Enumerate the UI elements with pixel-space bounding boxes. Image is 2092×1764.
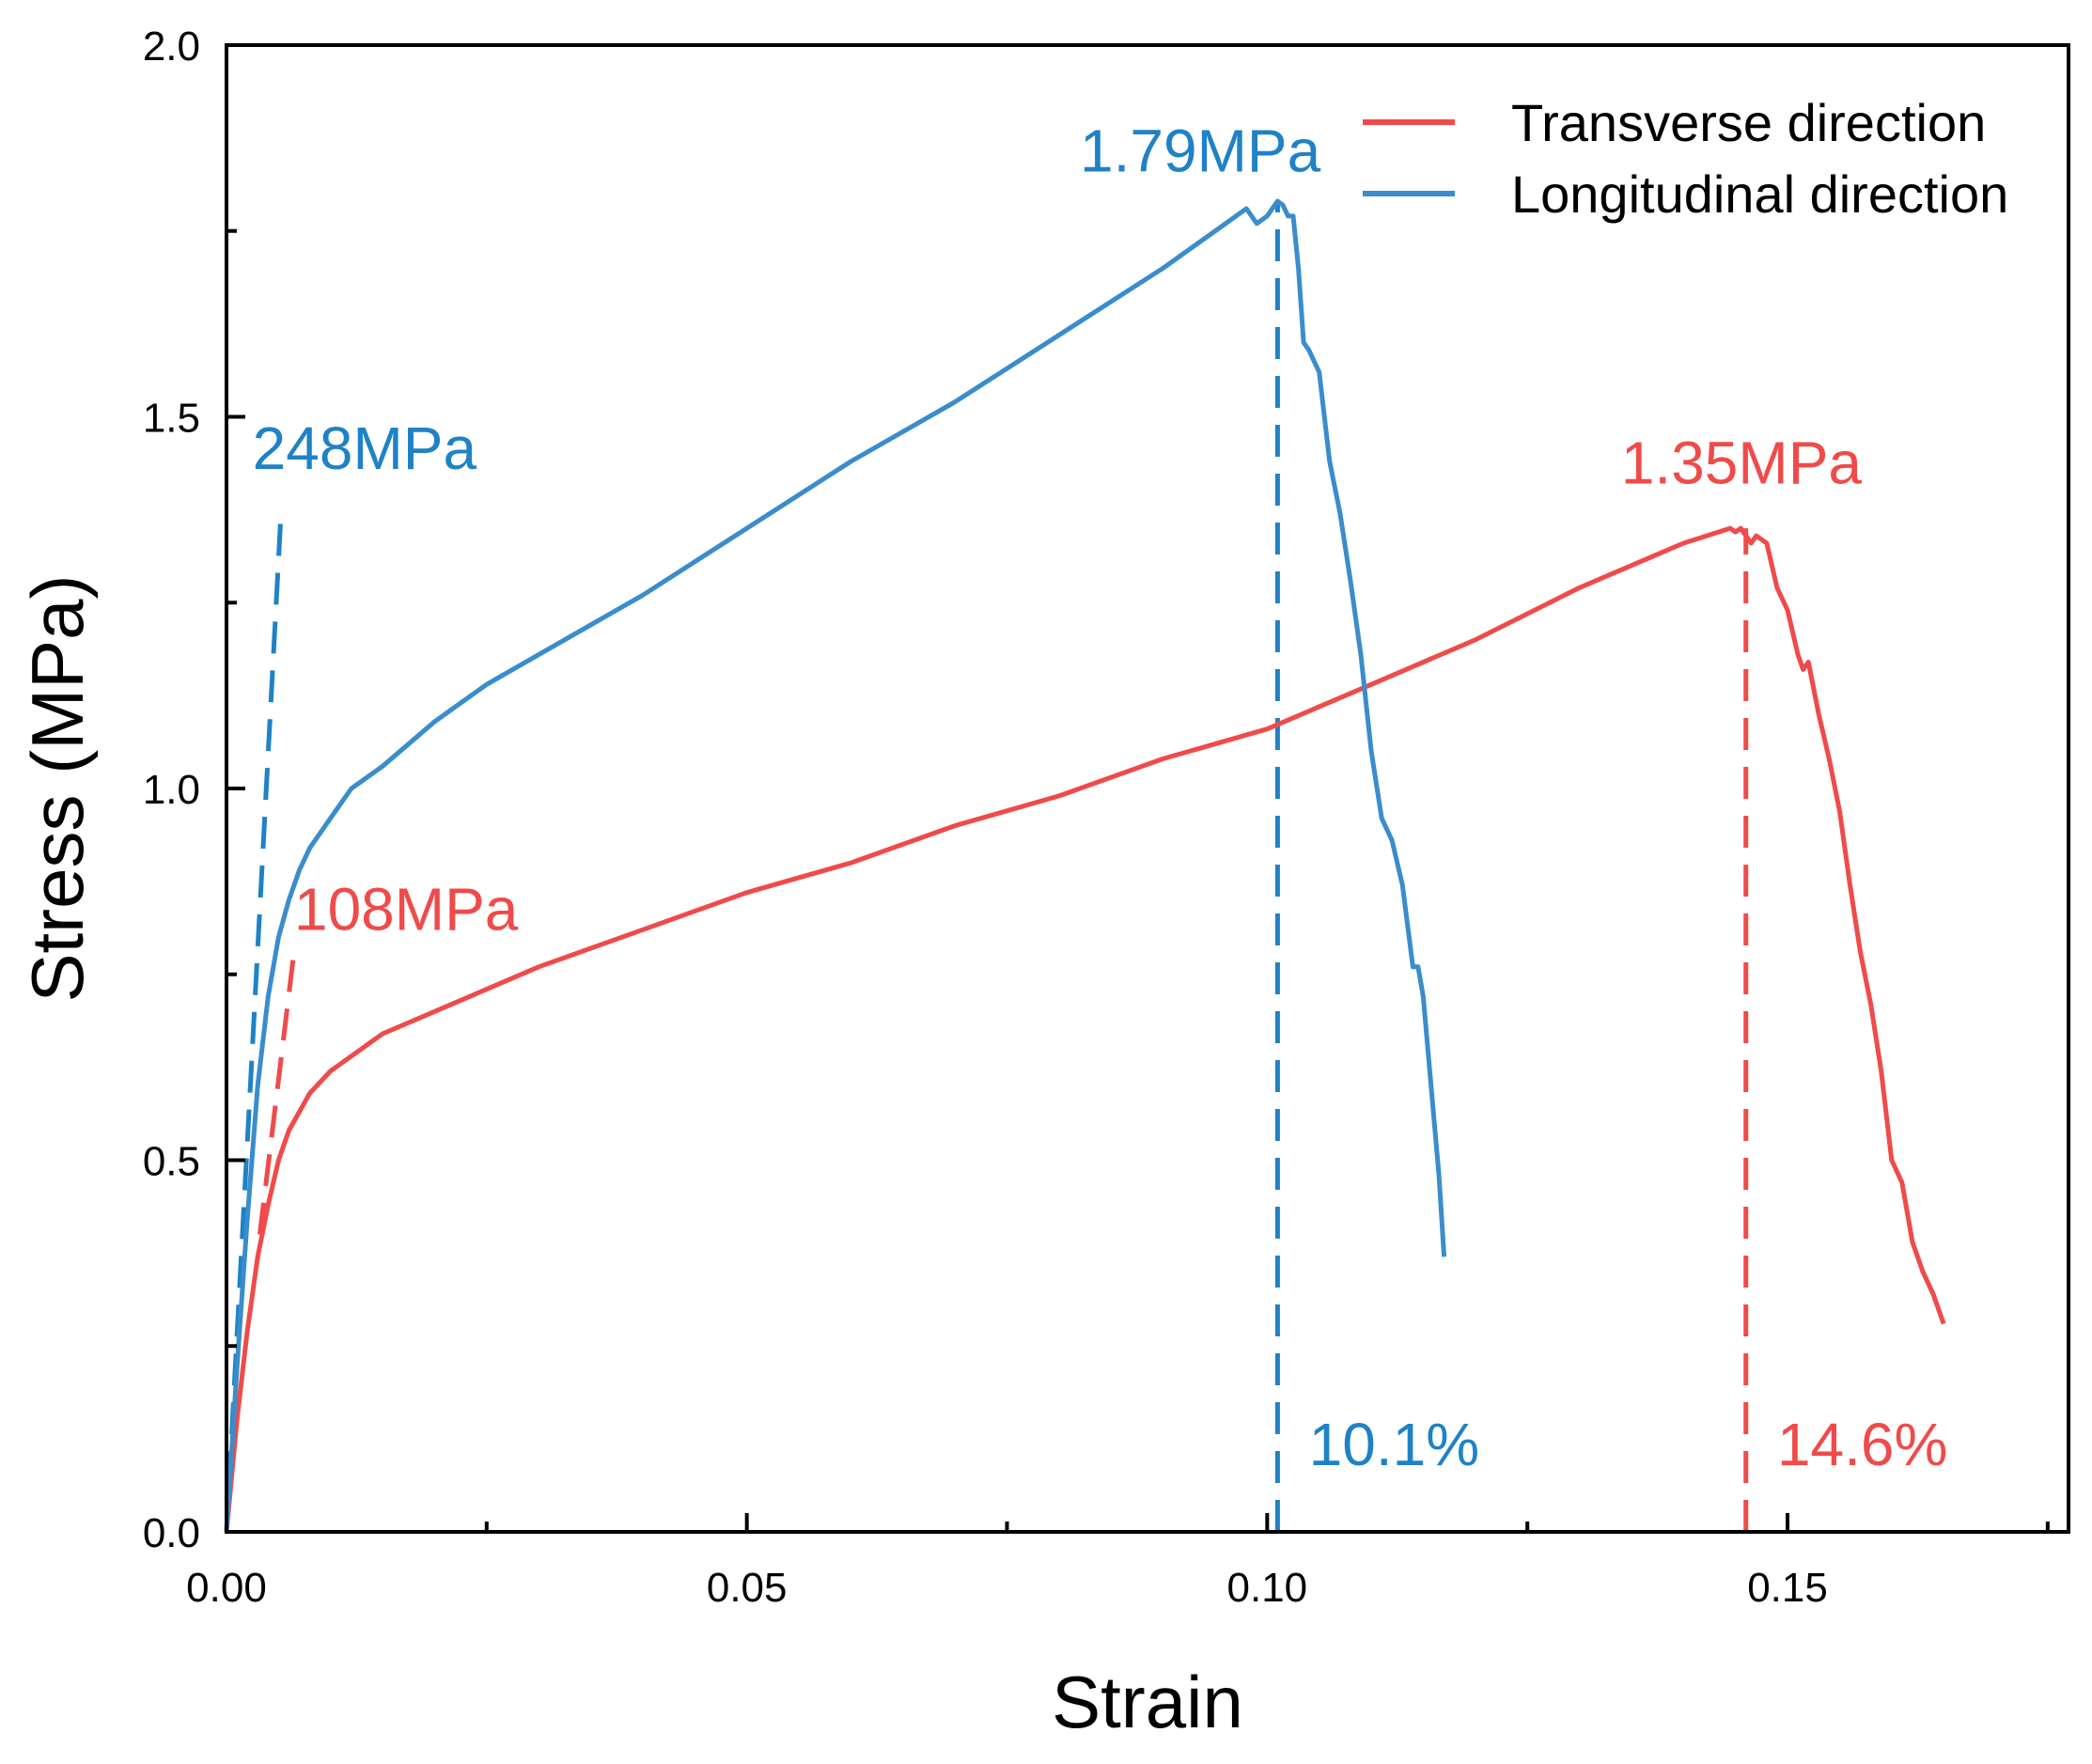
y-tick-label: 2.0 [143,23,200,70]
axis-ticks: 0.00 0.05 0.10 0.15 0.0 0.5 1.0 1.5 2.0 [143,23,2050,1611]
x-axis-title: Strain [1052,1661,1243,1743]
y-tick-label: 0.5 [143,1139,200,1185]
y-tick-label: 1.5 [143,396,200,442]
y-tick-label: 1.0 [143,767,200,813]
x-tick-label: 0.05 [707,1565,788,1611]
y-tick-label: 0.0 [143,1510,200,1556]
plot-frame [225,43,2070,1534]
series-line-transverse-direction [224,525,1946,1533]
annotation-146: 14.6% [1777,1411,1947,1478]
annotation-135mpa: 1.35MPa [1621,429,1863,497]
annotation-248mpa: 248MPa [253,414,477,482]
x-tick-label: 0.15 [1747,1565,1828,1611]
annotation-108mpa: 108MPa [294,875,519,943]
x-tick-label: 0.00 [186,1565,267,1611]
y-axis-title: Stress (MPa) [16,574,99,1002]
legend-label-transverse: Transverse direction [1511,93,1986,152]
x-tick-label: 0.10 [1227,1565,1308,1611]
annotation-101: 10.1% [1309,1411,1479,1478]
legend: Transverse direction Longitudinal direct… [1363,93,2008,224]
data-series [224,198,1946,1533]
ref-line-108mpa [257,959,296,1235]
series-line-longitudinal-direction [224,198,1447,1533]
plot-area: 0.00 0.05 0.10 0.15 0.0 0.5 1.0 1.5 2.0 248MPa 10… [143,23,2070,1611]
annotation-179mpa: 1.79MPa [1080,117,1321,184]
reference-lines [224,201,1749,1533]
annotations: 248MPa 108MPa 1.79MPa 1.35MPa 10.1% 14.6% [253,117,1948,1477]
legend-label-longitudinal: Longitudinal direction [1511,164,2008,224]
